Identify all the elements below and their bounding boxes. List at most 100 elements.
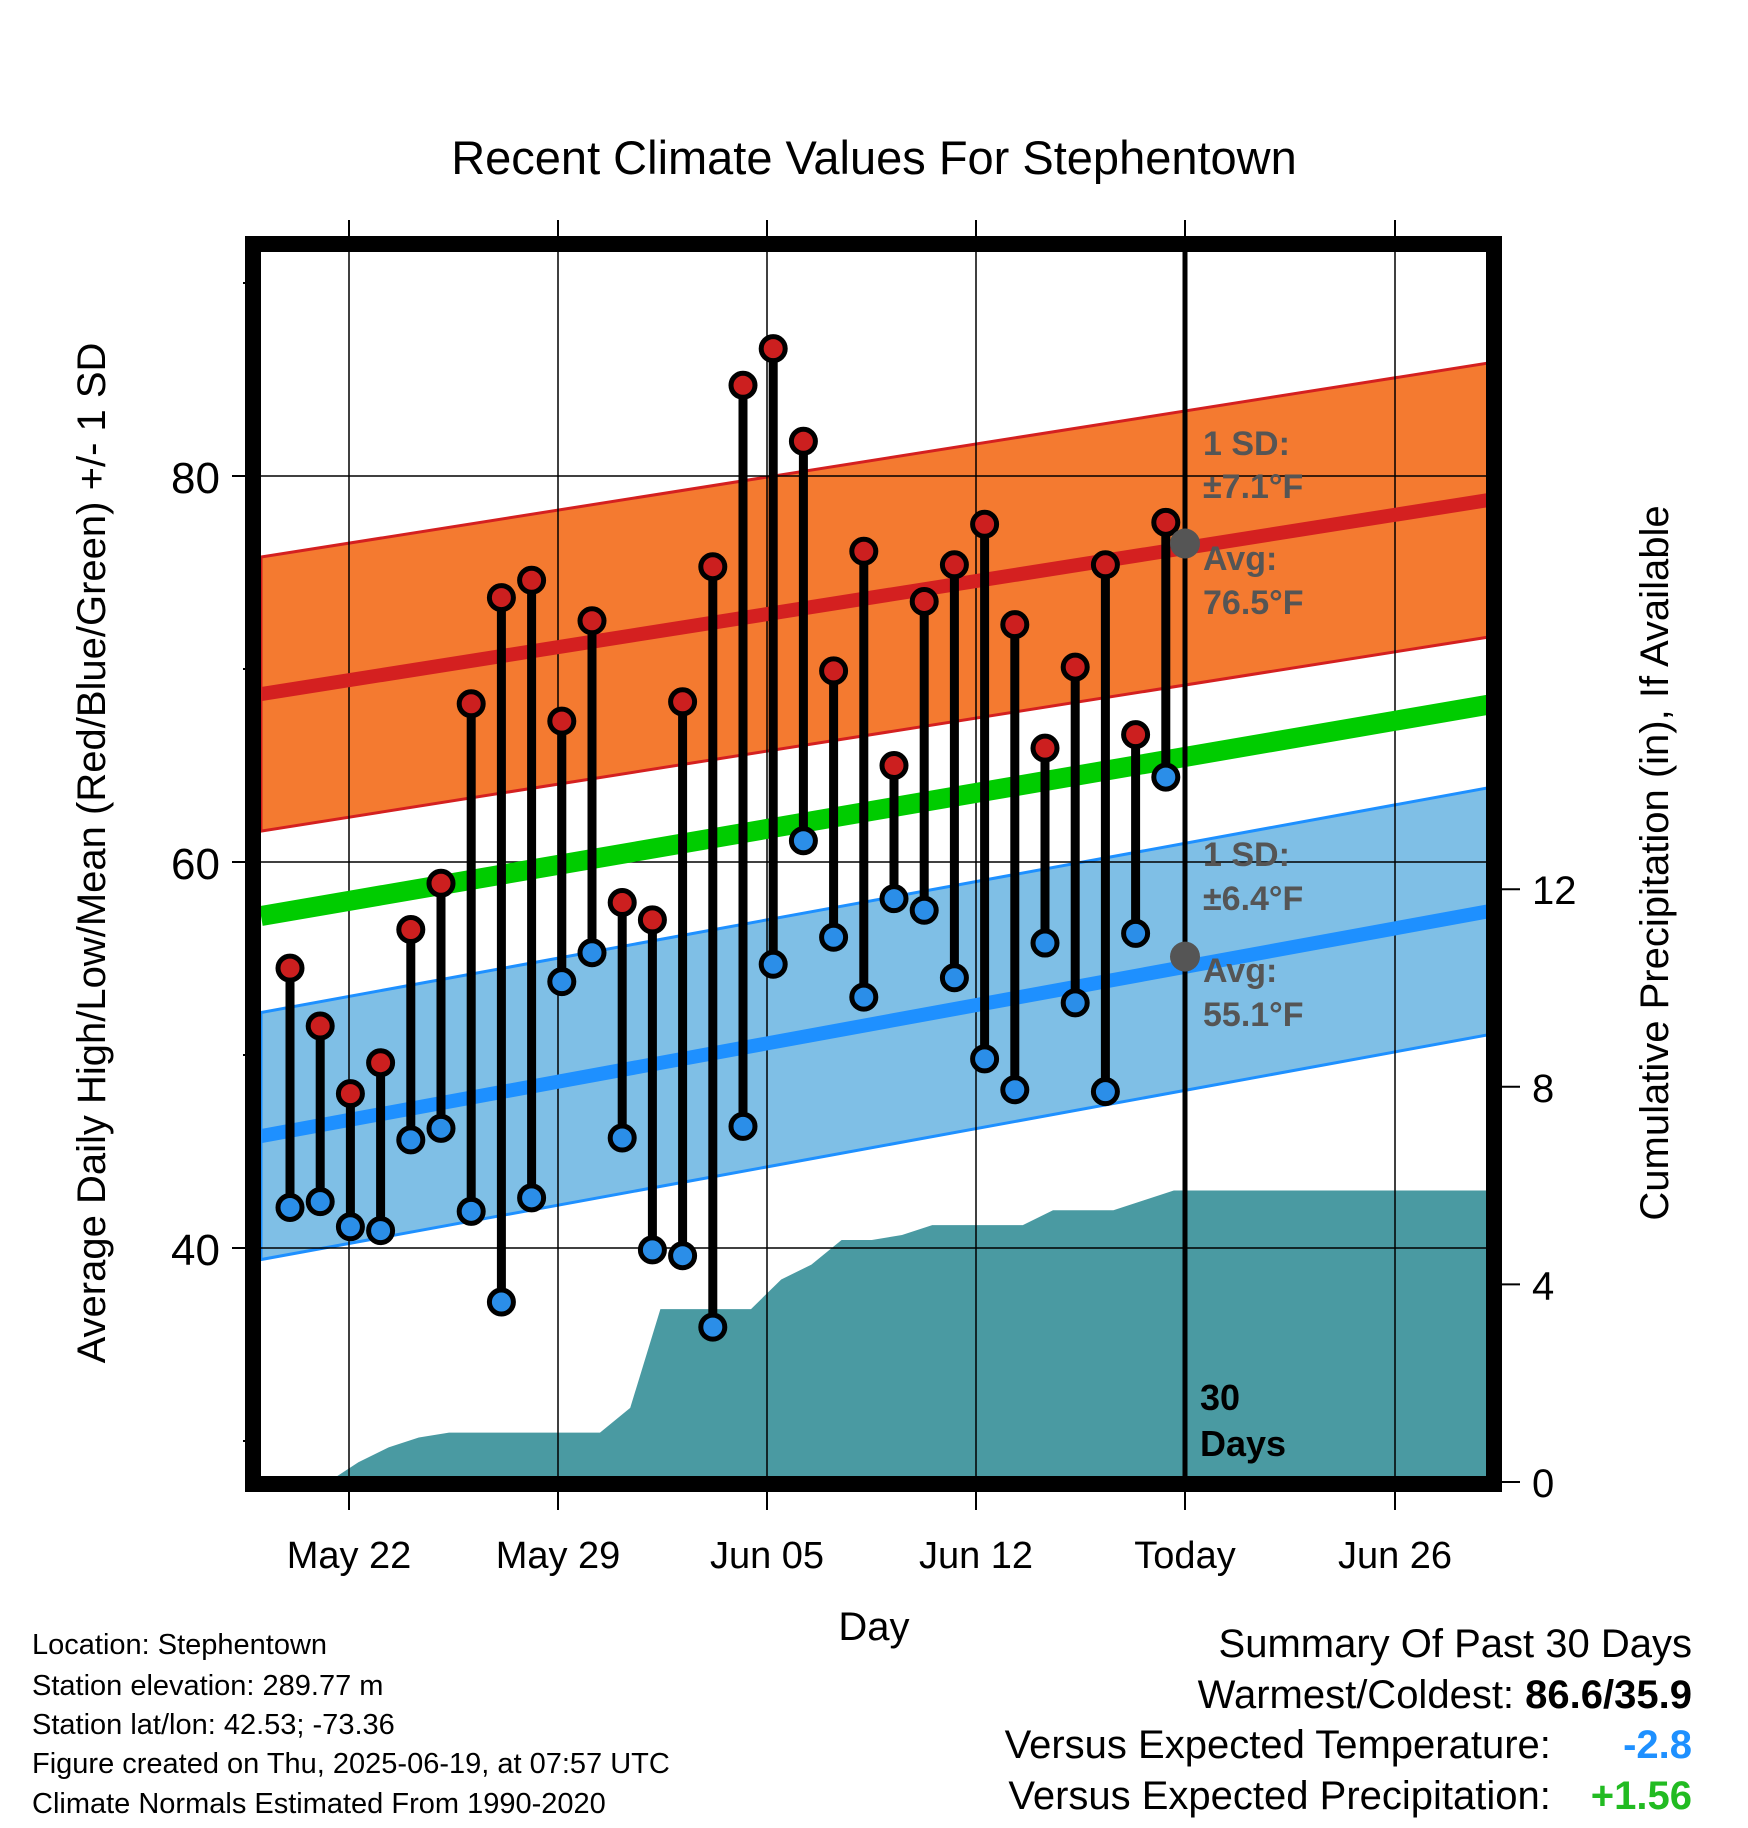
daily-high-point <box>517 565 547 595</box>
high-avg-label: Avg: <box>1203 540 1277 578</box>
today-high-avg-marker <box>1170 528 1200 559</box>
y-left-tick-label: 80 <box>171 454 220 503</box>
daily-low-point <box>517 1183 547 1213</box>
y-right-tick-label: 4 <box>1532 1264 1554 1308</box>
low-avg-value: 55.1°F <box>1203 996 1304 1034</box>
daily-high-point <box>456 689 486 719</box>
daily-high-point <box>909 586 939 616</box>
daily-high-point <box>396 915 426 945</box>
precip-area <box>290 1190 1494 1482</box>
daily-high-point <box>939 550 969 580</box>
daily-high-point <box>788 426 818 456</box>
daily-low-point <box>1000 1075 1030 1105</box>
summary-precip-value: +1.56 <box>1590 1774 1692 1818</box>
x-tick-label: May 22 <box>287 1535 412 1577</box>
footer-elevation: Station elevation: 289.77 m <box>32 1670 384 1702</box>
daily-high-point <box>970 509 1000 539</box>
daily-low-point <box>1030 928 1060 958</box>
y-right-tick-label: 0 <box>1532 1462 1554 1506</box>
daily-low-point <box>456 1196 486 1226</box>
footer-normals: Climate Normals Estimated From 1990-2020 <box>32 1788 606 1820</box>
normal-low-line <box>261 903 1494 1143</box>
daily-low-point <box>1090 1077 1120 1107</box>
period-label-unit: Days <box>1200 1423 1286 1464</box>
low-sd-label: 1 SD: <box>1203 836 1290 874</box>
daily-low-point <box>637 1235 667 1265</box>
daily-low-point <box>275 1192 305 1222</box>
daily-high-point <box>758 334 788 364</box>
daily-high-point <box>728 370 758 400</box>
daily-low-point <box>426 1113 456 1143</box>
x-tick-label: Jun 05 <box>710 1535 824 1577</box>
summary-warmest-value: 86.6/35.9 <box>1525 1673 1692 1717</box>
daily-high-point <box>637 905 667 935</box>
daily-low-point <box>607 1123 637 1153</box>
normal-high-line <box>261 492 1494 702</box>
daily-low-point <box>758 949 788 979</box>
daily-low-point <box>1151 762 1181 792</box>
high-sd-label: 1 SD: <box>1203 425 1290 463</box>
x-tick-label: Today <box>1134 1535 1235 1577</box>
daily-high-point <box>1121 720 1151 750</box>
summary-temp-row: Versus Expected Temperature: -2.8 <box>1005 1725 1692 1765</box>
daily-high-point <box>1030 733 1060 763</box>
daily-high-point <box>819 656 849 686</box>
daily-low-point <box>366 1216 396 1246</box>
daily-high-point <box>698 552 728 582</box>
summary-temp-value: -2.8 <box>1623 1723 1692 1767</box>
y-right-tick-label: 8 <box>1532 1067 1554 1111</box>
daily-low-point <box>728 1111 758 1141</box>
daily-low-point <box>396 1125 426 1155</box>
footer-latlon: Station lat/lon: 42.53; -73.36 <box>32 1709 395 1741</box>
daily-low-point <box>819 922 849 952</box>
daily-high-point <box>607 888 637 918</box>
low-avg-label: Avg: <box>1203 952 1277 990</box>
daily-low-point <box>1121 918 1151 948</box>
low-sd-value: ±6.4°F <box>1203 880 1303 918</box>
daily-high-point <box>486 583 516 613</box>
daily-high-point <box>335 1079 365 1109</box>
daily-low-point <box>909 895 939 925</box>
daily-high-point <box>366 1048 396 1078</box>
period-label-number: 30 <box>1200 1377 1240 1418</box>
daily-low-point <box>335 1212 365 1242</box>
daily-high-point <box>1060 652 1090 682</box>
y-left-tick-label: 60 <box>171 840 220 889</box>
summary-warmest-row: Warmest/Coldest: 86.6/35.9 <box>1198 1675 1692 1715</box>
daily-low-point <box>547 967 577 997</box>
daily-low-point <box>486 1287 516 1317</box>
plot-frame <box>245 236 1502 1492</box>
footer-created: Figure created on Thu, 2025-06-19, at 07… <box>32 1748 670 1780</box>
daily-high-point <box>577 606 607 636</box>
summary-precip-row: Versus Expected Precipitation: +1.56 <box>1008 1776 1692 1816</box>
daily-low-point <box>970 1044 1000 1074</box>
summary-precip-label: Versus Expected Precipitation: <box>1008 1774 1551 1818</box>
normal-mean-line <box>261 693 1494 926</box>
summary-temp-label: Versus Expected Temperature: <box>1004 1723 1551 1767</box>
daily-low-point <box>305 1187 335 1217</box>
x-tick-label: Jun 12 <box>919 1535 1033 1577</box>
footer-location: Location: Stephentown <box>32 1629 328 1661</box>
daily-high-point <box>668 687 698 717</box>
daily-high-point <box>426 868 456 898</box>
daily-high-point <box>1151 507 1181 537</box>
high-sd-value: ±7.1°F <box>1203 468 1303 506</box>
daily-high-point <box>305 1011 335 1041</box>
daily-low-point <box>577 938 607 968</box>
daily-low-point <box>668 1241 698 1271</box>
daily-high-point <box>1000 610 1030 640</box>
daily-low-point <box>879 884 909 914</box>
summary-warmest-label: Warmest/Coldest: <box>1197 1673 1515 1717</box>
daily-low-point <box>788 826 818 856</box>
summary-title: Summary Of Past 30 Days <box>1218 1622 1692 1666</box>
daily-high-point <box>879 751 909 780</box>
y-axis-left-label: Average Daily High/Low/Mean (Red/Blue/Gr… <box>70 343 114 1364</box>
x-tick-label: May 29 <box>496 1535 621 1577</box>
x-axis-label: Day <box>838 1605 909 1649</box>
daily-high-point <box>1090 550 1120 580</box>
y-right-tick-label: 12 <box>1532 869 1577 913</box>
today-low-avg-marker <box>1170 941 1200 972</box>
daily-high-point <box>275 953 305 983</box>
y-axis-right-label: Cumulative Precipitation (in), If Availa… <box>1633 505 1677 1220</box>
